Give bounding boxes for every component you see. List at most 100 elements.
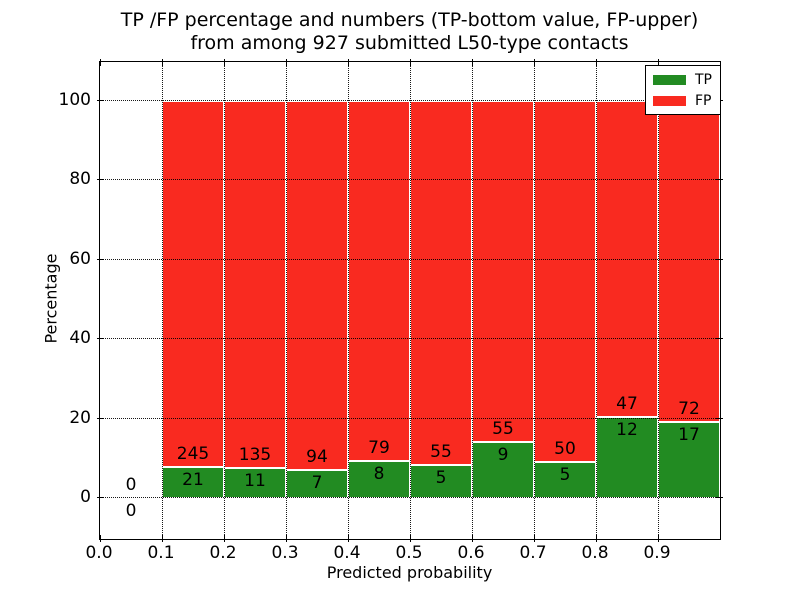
x-tick-mark [286, 535, 287, 542]
tp-count-label: 5 [559, 464, 571, 485]
y-tick-label: 60 [69, 248, 91, 269]
x-gridline [224, 62, 225, 539]
chart-title: TP /FP percentage and numbers (TP-bottom… [99, 9, 720, 55]
x-gridline [348, 62, 349, 539]
bar-tp-segment [534, 461, 596, 498]
y-tick-mark [97, 497, 104, 498]
y-tick-mark [716, 497, 723, 498]
bar-fp-segment [162, 100, 224, 467]
x-tick-mark [224, 59, 225, 66]
x-gridline [534, 62, 535, 539]
x-tick-label: 0.9 [643, 543, 671, 563]
fp-legend-swatch [653, 95, 686, 106]
fp-count-label: 94 [306, 447, 328, 468]
x-tick-mark [162, 59, 163, 66]
x-gridline [162, 62, 163, 539]
y-tick-mark [97, 179, 104, 180]
x-tick-mark [162, 535, 163, 542]
y-tick-label: 80 [69, 169, 91, 189]
bar-tp-segment [286, 470, 348, 498]
y-tick-label: 40 [69, 328, 91, 348]
x-tick-mark [100, 535, 101, 542]
bar-tp-segment [658, 422, 720, 498]
legend: TP FP [645, 65, 721, 115]
x-gridline [286, 62, 287, 539]
y-tick-mark [716, 258, 723, 260]
x-gridline [658, 62, 659, 539]
x-tick-mark [596, 59, 597, 66]
y-tick-label: 100 [58, 89, 91, 110]
x-tick-mark [658, 59, 659, 66]
fp-count-label: 55 [430, 441, 452, 462]
x-tick-mark [410, 59, 411, 66]
tp-count-label: 12 [616, 420, 638, 441]
y-tick-mark [716, 338, 723, 339]
x-tick-mark [534, 535, 535, 542]
bar-fp-segment [658, 100, 720, 423]
x-tick-mark [658, 535, 659, 542]
x-tick-label: 0.8 [581, 543, 609, 563]
chart-title-line1: TP /FP percentage and numbers (TP-bottom… [120, 9, 699, 31]
bar-fp-segment [472, 100, 534, 443]
tp-count-label: 11 [244, 471, 266, 492]
x-tick-mark [472, 535, 473, 542]
tp-count-label: 0 [125, 501, 137, 521]
x-tick-mark [348, 59, 349, 66]
bar-fp-segment [286, 100, 348, 471]
x-tick-mark [410, 535, 411, 542]
x-gridline [596, 62, 597, 539]
y-tick-mark [97, 99, 104, 101]
x-tick-mark [224, 535, 225, 542]
x-tick-label: 0.1 [147, 543, 175, 563]
fp-count-label: 72 [678, 399, 700, 420]
x-tick-mark [596, 535, 597, 542]
x-tick-label: 0.5 [395, 543, 423, 563]
y-tick-mark [97, 338, 104, 339]
x-tick-mark [348, 535, 349, 542]
fp-count-label: 0 [125, 475, 137, 495]
plot-area: 0 0 245 21 135 11 94 7 79 8 55 5 55 9 50 5 47 12 72 17 [97, 59, 723, 542]
legend-item-fp: FP [653, 90, 712, 111]
fp-count-label: 245 [176, 443, 210, 464]
tp-count-label: 9 [497, 445, 509, 466]
x-gridline [472, 62, 473, 539]
tp-legend-swatch [653, 74, 686, 85]
x-tick-mark [100, 59, 101, 66]
tp-legend-label: TP [695, 71, 712, 88]
x-gridline [410, 62, 411, 539]
y-tick-label: 0 [80, 487, 91, 507]
bar-fp-segment [534, 100, 596, 462]
y-tick-label: 20 [69, 407, 91, 428]
x-tick-label: 0.3 [271, 543, 299, 563]
tp-count-label: 21 [182, 469, 204, 490]
fp-count-label: 79 [368, 438, 390, 459]
x-tick-label: 0.6 [457, 543, 485, 563]
tp-count-label: 8 [373, 464, 385, 485]
x-axis-label: Predicted probability [326, 563, 493, 582]
bar-fp-segment [224, 100, 286, 469]
x-tick-mark [286, 59, 287, 66]
legend-item-tp: TP [653, 69, 712, 90]
x-tick-label: 0.7 [519, 543, 547, 563]
fp-count-label: 55 [492, 419, 514, 440]
y-tick-mark [97, 258, 104, 260]
fp-count-label: 47 [616, 394, 638, 415]
x-tick-mark [534, 59, 535, 66]
fp-legend-label: FP [695, 92, 712, 109]
tp-count-label: 17 [678, 425, 700, 446]
bar-fp-segment [410, 100, 472, 465]
tp-count-label: 5 [435, 467, 447, 488]
x-tick-label: 0.4 [333, 543, 361, 563]
y-tick-mark [716, 417, 723, 419]
y-tick-mark [716, 179, 723, 180]
chart-title-line2: from among 927 submitted L50-type contac… [190, 32, 629, 54]
bar-fp-segment [348, 100, 410, 462]
x-tick-label: 0.2 [209, 543, 237, 563]
tp-count-label: 7 [311, 473, 323, 494]
fp-count-label: 50 [554, 438, 576, 459]
fp-count-label: 135 [238, 445, 272, 466]
y-tick-mark [97, 417, 104, 419]
x-tick-mark [472, 59, 473, 66]
y-axis-label: Percentage [41, 253, 61, 344]
